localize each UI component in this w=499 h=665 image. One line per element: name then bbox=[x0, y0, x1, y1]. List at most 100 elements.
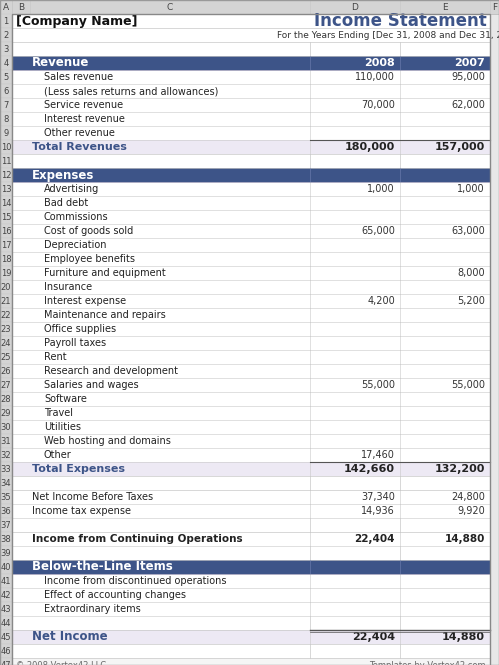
Bar bbox=[0, 588, 12, 602]
Text: 8: 8 bbox=[3, 114, 8, 124]
Text: Salaries and wages: Salaries and wages bbox=[44, 380, 139, 390]
Bar bbox=[12, 378, 490, 392]
Bar bbox=[12, 588, 490, 602]
Text: 4,200: 4,200 bbox=[367, 296, 395, 306]
Text: A: A bbox=[3, 3, 9, 11]
Text: 5: 5 bbox=[3, 72, 8, 82]
Text: Office supplies: Office supplies bbox=[44, 324, 116, 334]
Text: 46: 46 bbox=[0, 646, 11, 656]
Bar bbox=[0, 322, 12, 336]
Bar bbox=[0, 434, 12, 448]
Bar bbox=[12, 224, 490, 238]
Text: 55,000: 55,000 bbox=[451, 380, 485, 390]
Bar bbox=[0, 266, 12, 280]
Bar bbox=[0, 630, 12, 644]
Text: 12: 12 bbox=[1, 170, 11, 180]
Bar bbox=[0, 476, 12, 490]
Bar bbox=[0, 308, 12, 322]
Text: B: B bbox=[18, 3, 24, 11]
Text: 22: 22 bbox=[1, 311, 11, 319]
Text: 2008: 2008 bbox=[364, 58, 395, 68]
Text: Templates by Vertex42.com: Templates by Vertex42.com bbox=[369, 660, 486, 665]
Text: For the Years Ending [Dec 31, 2008 and Dec 31, 2007]: For the Years Ending [Dec 31, 2008 and D… bbox=[277, 31, 499, 39]
Bar bbox=[12, 420, 490, 434]
Bar bbox=[0, 350, 12, 364]
Text: 15: 15 bbox=[1, 213, 11, 221]
Bar bbox=[12, 532, 490, 546]
Text: 62,000: 62,000 bbox=[451, 100, 485, 110]
Text: 21: 21 bbox=[1, 297, 11, 305]
Bar bbox=[0, 252, 12, 266]
Bar bbox=[12, 630, 490, 644]
Bar bbox=[12, 42, 490, 56]
Bar bbox=[12, 504, 490, 518]
Text: 41: 41 bbox=[1, 577, 11, 585]
Bar bbox=[0, 602, 12, 616]
Text: [Company Name]: [Company Name] bbox=[16, 15, 138, 27]
Text: 26: 26 bbox=[0, 366, 11, 376]
Bar bbox=[12, 322, 490, 336]
Text: 132,200: 132,200 bbox=[435, 464, 485, 474]
Bar bbox=[0, 0, 12, 14]
Bar bbox=[310, 0, 400, 14]
Bar bbox=[12, 336, 490, 350]
Bar bbox=[12, 490, 490, 504]
Bar bbox=[12, 658, 490, 665]
Text: 24: 24 bbox=[1, 338, 11, 348]
Bar bbox=[12, 406, 490, 420]
Text: Income Statement: Income Statement bbox=[314, 12, 487, 30]
Bar bbox=[0, 448, 12, 462]
Text: Rent: Rent bbox=[44, 352, 67, 362]
Text: 45: 45 bbox=[1, 632, 11, 642]
Text: Software: Software bbox=[44, 394, 87, 404]
Text: Interest expense: Interest expense bbox=[44, 296, 126, 306]
Bar bbox=[0, 574, 12, 588]
Bar bbox=[0, 168, 12, 182]
Text: Research and development: Research and development bbox=[44, 366, 178, 376]
Text: 28: 28 bbox=[0, 394, 11, 404]
Bar bbox=[12, 210, 490, 224]
Text: (Less sales returns and allowances): (Less sales returns and allowances) bbox=[44, 86, 219, 96]
Text: Total Expenses: Total Expenses bbox=[32, 464, 125, 474]
Bar bbox=[0, 392, 12, 406]
Bar bbox=[0, 0, 12, 665]
Bar bbox=[0, 98, 12, 112]
Bar bbox=[12, 238, 490, 252]
Text: 1,000: 1,000 bbox=[367, 184, 395, 194]
Text: Web hosting and domains: Web hosting and domains bbox=[44, 436, 171, 446]
Bar bbox=[12, 574, 490, 588]
Bar bbox=[12, 560, 490, 574]
Text: 180,000: 180,000 bbox=[345, 142, 395, 152]
Text: Furniture and equipment: Furniture and equipment bbox=[44, 268, 166, 278]
Bar bbox=[12, 84, 490, 98]
Bar bbox=[12, 364, 490, 378]
Bar bbox=[12, 154, 490, 168]
Bar bbox=[0, 644, 12, 658]
Text: Depreciation: Depreciation bbox=[44, 240, 106, 250]
Bar bbox=[0, 28, 12, 42]
Bar bbox=[12, 0, 30, 14]
Text: Service revenue: Service revenue bbox=[44, 100, 123, 110]
Text: D: D bbox=[352, 3, 358, 11]
Bar bbox=[0, 658, 12, 665]
Text: Advertising: Advertising bbox=[44, 184, 99, 194]
Bar bbox=[0, 210, 12, 224]
Text: Employee benefits: Employee benefits bbox=[44, 254, 135, 264]
Bar bbox=[12, 112, 490, 126]
Text: 2007: 2007 bbox=[454, 58, 485, 68]
Text: 65,000: 65,000 bbox=[361, 226, 395, 236]
Text: 30: 30 bbox=[0, 422, 11, 432]
Text: Maintenance and repairs: Maintenance and repairs bbox=[44, 310, 166, 320]
Text: 25: 25 bbox=[1, 352, 11, 362]
Bar bbox=[490, 0, 499, 14]
Bar bbox=[0, 224, 12, 238]
Bar bbox=[0, 126, 12, 140]
Bar bbox=[12, 252, 490, 266]
Text: 63,000: 63,000 bbox=[451, 226, 485, 236]
Text: 44: 44 bbox=[1, 618, 11, 628]
Text: Revenue: Revenue bbox=[32, 57, 89, 70]
Bar bbox=[0, 336, 12, 350]
Text: 31: 31 bbox=[0, 436, 11, 446]
Bar bbox=[12, 392, 490, 406]
Bar bbox=[12, 280, 490, 294]
